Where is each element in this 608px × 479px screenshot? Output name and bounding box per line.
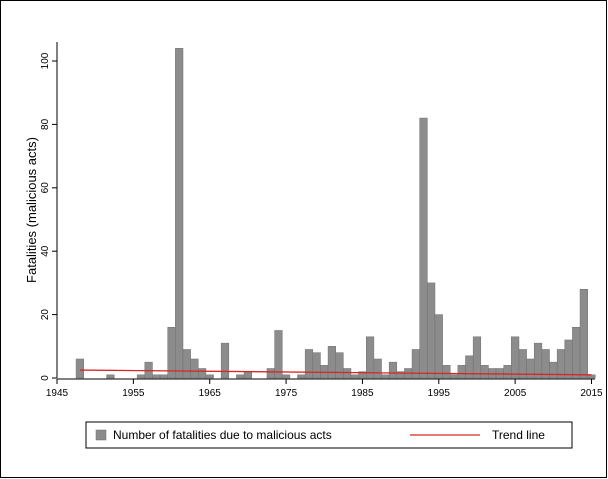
y-axis-title: Fatalities (malicious acts) [24, 137, 39, 283]
bar-2001 [480, 365, 489, 379]
y-tick-label-80: 80 [40, 118, 51, 130]
bar-2010 [549, 361, 558, 379]
bar-1997 [449, 374, 459, 379]
x-tick-label-1965: 1965 [199, 388, 222, 399]
bar-1952 [106, 374, 115, 379]
bar-1974 [274, 330, 283, 379]
bar-1989 [388, 361, 398, 379]
y-tick-label-20: 20 [40, 309, 51, 321]
bar-1965 [205, 374, 214, 379]
bars-layer [75, 48, 596, 379]
bar-1956 [136, 374, 146, 379]
bar-1970 [243, 371, 252, 379]
legend: Number of fatalities due to malicious ac… [85, 421, 573, 449]
x-tick-label-1945: 1945 [46, 388, 69, 399]
bar-1999 [465, 355, 474, 379]
bar-2014 [579, 288, 588, 379]
bar-2003 [495, 368, 504, 379]
bar-1977 [297, 374, 306, 379]
bar-1984 [350, 374, 359, 379]
bar-1973 [266, 368, 275, 379]
legend-swatch-bar [95, 429, 107, 441]
bar-1996 [442, 365, 451, 379]
bar-1961 [175, 48, 184, 379]
bar-1995 [434, 314, 443, 379]
trend-line [79, 369, 592, 376]
legend-box [85, 421, 573, 449]
bar-1964 [198, 368, 207, 379]
bar-1988 [381, 374, 390, 379]
legend-label-fatalities: Number of fatalities due to malicious ac… [113, 428, 332, 442]
bar-1994 [427, 282, 436, 379]
legend-label-trend: Trend line [492, 428, 545, 442]
bar-2007 [526, 358, 535, 379]
bar-1993 [419, 117, 428, 379]
bar-1959 [159, 374, 168, 379]
bar-1969 [236, 374, 245, 379]
y-tick-label-60: 60 [40, 182, 51, 194]
bar-2012 [564, 339, 573, 379]
bar-1963 [190, 358, 199, 379]
bar-1980 [320, 365, 329, 379]
x-tick-label-1975: 1975 [275, 388, 298, 399]
x-tick-label-1955: 1955 [122, 388, 145, 399]
y-tick-label-0: 0 [40, 375, 51, 381]
bar-1958 [152, 374, 161, 379]
x-tick-label-2005: 2005 [504, 388, 527, 399]
bar-1979 [312, 352, 321, 379]
bar-1987 [373, 358, 382, 379]
bar-2009 [541, 349, 550, 379]
bar-1986 [366, 336, 375, 379]
bar-2004 [503, 365, 512, 379]
bar-1981 [327, 346, 336, 379]
bar-2008 [533, 342, 543, 379]
bar-2011 [556, 349, 566, 379]
bar-1982 [335, 352, 344, 379]
bar-2005 [511, 336, 520, 379]
bar-1998 [457, 365, 466, 379]
bar-1978 [304, 349, 314, 379]
x-tick-label-1995: 1995 [428, 388, 451, 399]
bar-2013 [572, 327, 581, 379]
bar-1975 [282, 374, 291, 379]
x-tick-label-1985: 1985 [351, 388, 374, 399]
bar-1948 [75, 358, 84, 379]
axes-layer: 0 20 40 60 80 100 1945 1955 1965 1975 1985 1995 2005… [40, 41, 603, 399]
trend-layer [79, 369, 592, 376]
y-tick-label-100: 100 [40, 52, 51, 69]
x-tick-label-2015: 2015 [580, 388, 603, 399]
bar-1962 [182, 349, 191, 379]
bar-2000 [472, 336, 482, 379]
y-tick-label-40: 40 [40, 245, 51, 257]
bar-1983 [343, 368, 352, 379]
bar-1967 [220, 342, 230, 379]
